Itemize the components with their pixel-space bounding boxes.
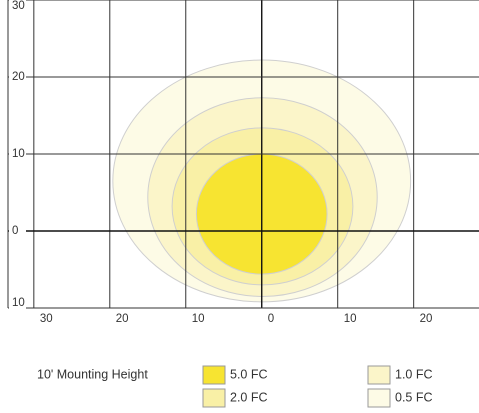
- legend-label: 2.0 FC: [230, 390, 268, 404]
- legend-swatch: [202, 365, 226, 385]
- y-tick-label: 10: [12, 297, 25, 309]
- x-tick-label: 20: [420, 313, 433, 325]
- y-tick-bg: [9, 70, 26, 83]
- x-tick-label: 0: [268, 313, 274, 325]
- y-tick-label: 30: [12, 0, 25, 12]
- x-tick-label: 10: [344, 313, 357, 325]
- legend-swatch: [367, 388, 391, 408]
- y-tick-bg: [9, 0, 26, 12]
- y-tick-label: 20: [12, 71, 25, 83]
- legend-label: 0.5 FC: [395, 390, 433, 404]
- y-tick-bg: [9, 296, 26, 309]
- x-tick-label: 20: [116, 313, 129, 325]
- legend-label: 1.0 FC: [395, 367, 433, 381]
- y-tick-bg: [9, 147, 26, 160]
- y-tick-label: 0: [12, 225, 18, 237]
- x-tick-label: 10: [192, 313, 205, 325]
- legend-label: 5.0 FC: [230, 367, 268, 381]
- y-tick-bg: [9, 224, 26, 237]
- legend-swatch: [367, 365, 391, 385]
- y-tick-label: 10: [12, 148, 25, 160]
- legend-swatch: [202, 388, 226, 408]
- legend-title: 10' Mounting Height: [37, 367, 148, 381]
- x-tick-label: 30: [40, 313, 53, 325]
